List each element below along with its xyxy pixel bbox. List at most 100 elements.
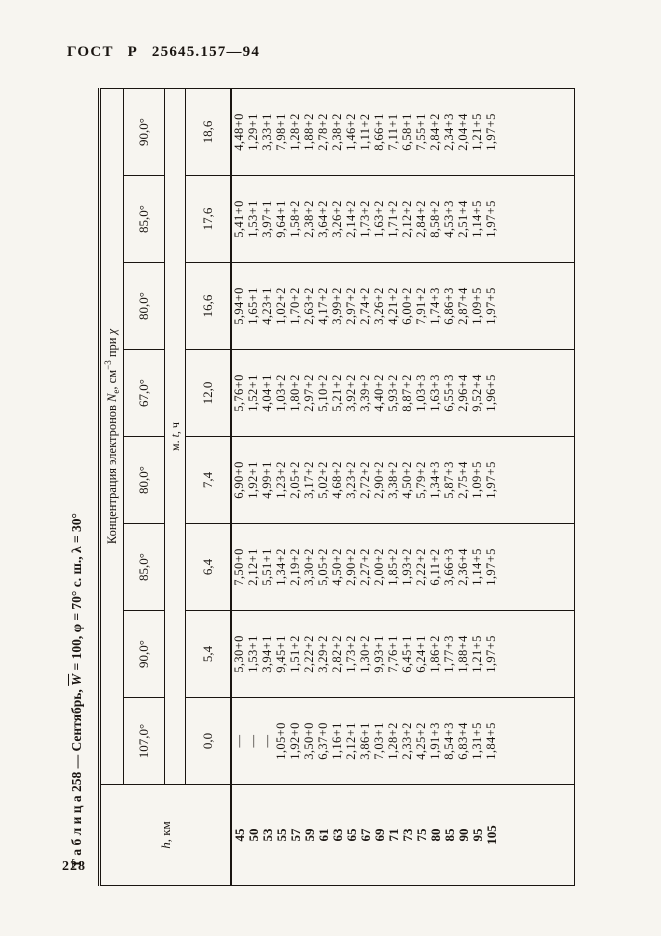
ne-value: 1,97+5 — [484, 262, 498, 350]
ne-value: 2,05+2 — [288, 436, 302, 524]
chi-value: 85,0° — [123, 523, 165, 611]
ne-value: 2,34+3 — [442, 88, 456, 176]
h-km-value: 85 — [442, 784, 456, 886]
ne-value: 2,96+4 — [456, 349, 470, 437]
ne-value: 6,24+1 — [414, 610, 428, 698]
chi-symbol: χ — [105, 328, 119, 335]
ne-value: 5,76+0 — [231, 349, 246, 437]
ne-value: 1,97+5 — [484, 175, 498, 263]
ne-value: 7,55+1 — [414, 88, 428, 176]
ne-value: 7,91+2 — [414, 262, 428, 350]
chi-value: 90,0° — [123, 88, 165, 176]
ne-value: 2,63+2 — [302, 262, 316, 350]
rotated-table-block: Т а б л и ц а 258 — Сентябрь, W = 100, φ… — [69, 86, 591, 886]
ne-concentration-header: Концентрация электронов Ne, см−3 при χ — [99, 88, 124, 785]
ne-value: 6,90+0 — [231, 436, 246, 524]
ne-value: 7,11+1 — [386, 88, 400, 176]
ne-value: 2,22+2 — [302, 610, 316, 698]
ne-value: — — [260, 697, 274, 785]
ne-value: 1,03+3 — [414, 349, 428, 437]
ne-value: 1,86+2 — [428, 610, 442, 698]
page-number: 228 — [62, 859, 86, 874]
ne-value: 5,79+2 — [414, 436, 428, 524]
ne-value: 3,29+2 — [316, 610, 330, 698]
ne-value: 1,65+1 — [246, 262, 260, 350]
ne-value: 2,90+2 — [344, 523, 358, 611]
ne-value: 6,83+4 — [456, 697, 470, 785]
chi-value: 85,0° — [123, 175, 165, 263]
h-km-value: 61 — [316, 784, 330, 886]
w-bar-symbol: W — [69, 673, 84, 686]
chi-value: 90,0° — [123, 610, 165, 698]
ne-value: 9,45+1 — [274, 610, 288, 698]
time-symbol: t — [167, 434, 182, 438]
ne-value: 4,50+2 — [330, 523, 344, 611]
ne-value: 1,96+5 — [484, 349, 498, 437]
h-units: , км — [157, 821, 173, 843]
ne-value: 8,66+1 — [372, 88, 386, 176]
ne-value: 2,75+4 — [456, 436, 470, 524]
ne-value: 2,97+2 — [302, 349, 316, 437]
ne-value: 3,17+2 — [302, 436, 316, 524]
table-row: 85 8,54+3 1,77+3 3,66+3 5,87+3 6,55+3 6,86+3 4,… — [442, 88, 456, 886]
ne-value: 2,27+2 — [358, 523, 372, 611]
chi-values-row: 107,0° 90,0° 85,0° 80,0° 67,0° 80,0° 85,… — [123, 88, 165, 886]
ne-value: 1,09+5 — [470, 436, 484, 524]
ne-value: 1,80+2 — [288, 349, 302, 437]
ne-value: 1,05+0 — [274, 697, 288, 785]
ne-value: 1,31+5 — [470, 697, 484, 785]
table-row: 63 1,16+1 2,82+2 4,50+2 4,68+2 5,21+2 3,99+2 3,… — [330, 88, 344, 886]
ne-value: 6,37+0 — [316, 697, 330, 785]
h-km-value: 80 — [428, 784, 442, 886]
ne-value: 2,82+2 — [330, 610, 344, 698]
ne-value: 3,97+1 — [260, 175, 274, 263]
ne-value: 7,50+0 — [231, 523, 246, 611]
ne-pri: при — [105, 334, 119, 361]
ne-value: 1,74+3 — [428, 262, 442, 350]
ne-value: 7,76+1 — [386, 610, 400, 698]
ne-value: 1,73+2 — [344, 610, 358, 698]
chi-value: 107,0° — [123, 697, 165, 785]
h-km-value: 105 — [484, 784, 498, 886]
table-row: 65 2,12+1 1,73+2 2,90+2 3,23+2 3,92+2 2,97+2 2,… — [344, 88, 358, 886]
ne-value: 2,74+2 — [358, 262, 372, 350]
ne-value: 3,30+2 — [302, 523, 316, 611]
ne-value: 1,14+5 — [470, 523, 484, 611]
table-row: 57 1,92+0 1,51+2 2,19+2 2,05+2 1,80+2 1,70+2 1,… — [288, 88, 302, 886]
table-row: 105 1,84+5 1,97+5 1,97+5 1,97+5 1,96+5 1,97+5 1… — [484, 88, 498, 886]
ne-value: 5,51+1 — [260, 523, 274, 611]
ne-value: 1,97+5 — [484, 523, 498, 611]
ne-value: 2,12+1 — [246, 523, 260, 611]
table-row: 67 3,86+1 1,30+2 2,27+2 2,72+2 3,39+2 2,74+2 1,… — [358, 88, 372, 886]
ne-value: 3,38+2 — [386, 436, 400, 524]
document-header: ГОСТ Р 25645.157—94 — [67, 44, 261, 60]
ne-value: 1,84+5 — [484, 697, 498, 785]
h-km-value: 50 — [246, 784, 260, 886]
spacer-cell — [498, 784, 575, 886]
ne-value: 2,84+2 — [414, 175, 428, 263]
table-row: 90 6,83+4 1,88+4 2,36+4 2,75+4 2,96+4 2,87+4 2,… — [456, 88, 470, 886]
h-km-value: 75 — [414, 784, 428, 886]
table-row: 73 2,33+2 6,45+1 1,93+2 4,50+2 8,87+2 6,00+2 2,… — [400, 88, 414, 886]
ne-value: 1,46+2 — [344, 88, 358, 176]
ne-value: 5,94+0 — [231, 262, 246, 350]
chi-value: 67,0° — [123, 349, 165, 437]
h-km-value: 65 — [344, 784, 358, 886]
ne-value: 1,93+2 — [400, 523, 414, 611]
ne-value: 4,21+2 — [386, 262, 400, 350]
header-row-span: h, км Концентрация электронов Ne, см−3 п… — [99, 88, 231, 886]
table-title: Т а б л и ц а 258 — Сентябрь, W = 100, φ… — [69, 86, 93, 886]
ne-value: 1,63+3 — [428, 349, 442, 437]
table-title-prefix: Т а б л и ц а 258 — Сентябрь, — [69, 685, 84, 868]
ne-value: 1,91+3 — [428, 697, 442, 785]
ne-value: 2,12+1 — [344, 697, 358, 785]
ne-value: 1,21+5 — [470, 88, 484, 176]
local-time-label: м. t, ч — [165, 89, 186, 785]
time-value: 7,4 — [185, 436, 231, 524]
ne-value: 5,87+3 — [442, 436, 456, 524]
ne-value: 4,17+2 — [316, 262, 330, 350]
table-row: 55 1,05+0 9,45+1 1,34+2 1,23+2 1,03+2 1,02+2 9,… — [274, 88, 288, 886]
ne-value: 5,93+2 — [386, 349, 400, 437]
ne-value: 1,77+3 — [442, 610, 456, 698]
